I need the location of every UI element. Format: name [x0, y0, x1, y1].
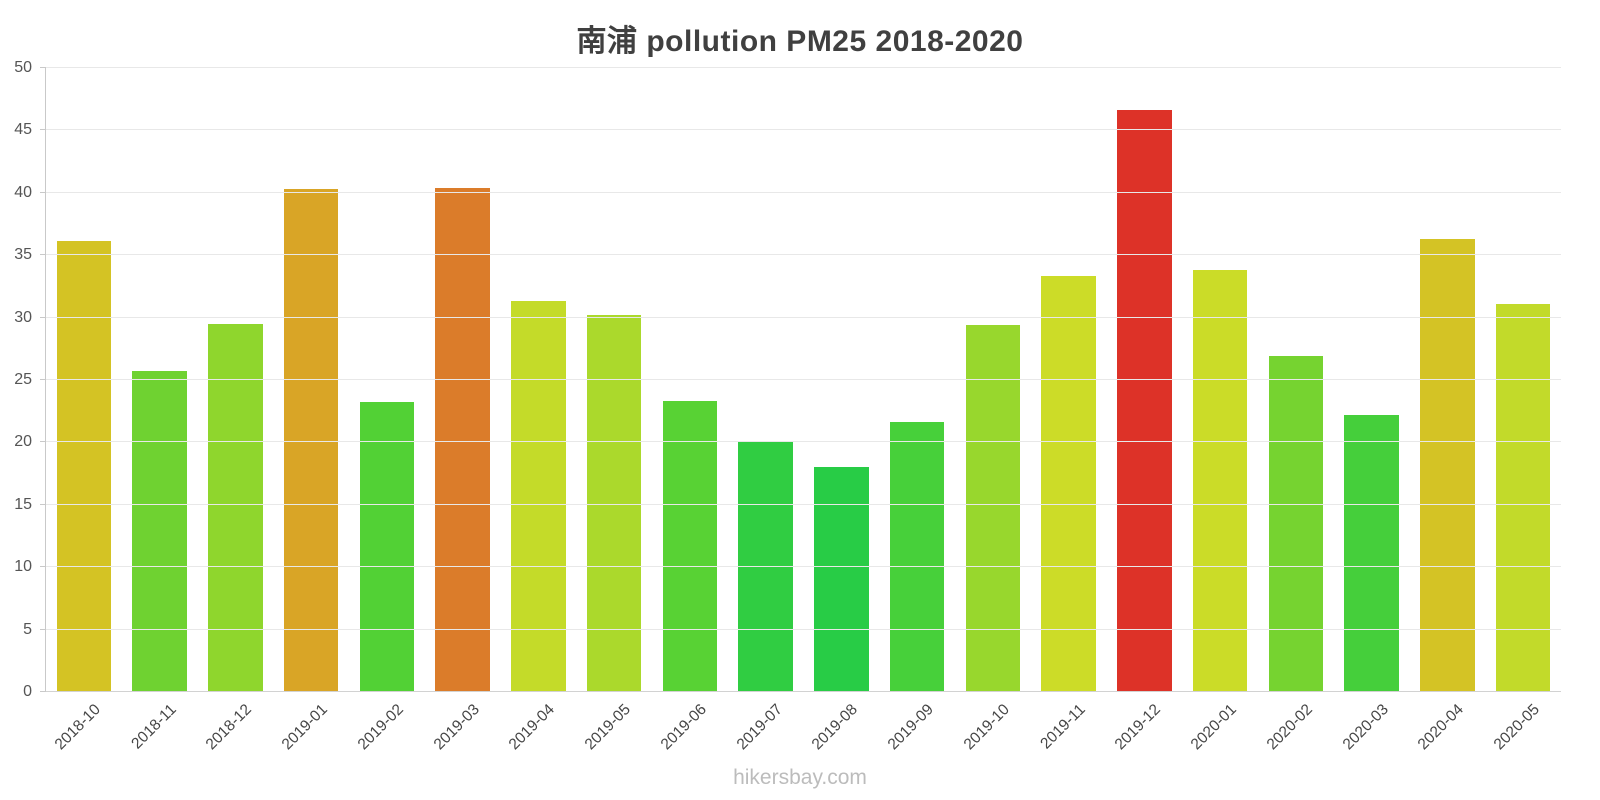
bar-slot-2019-12: 2019-12 [1107, 68, 1183, 753]
bar-slot-2020-03: 2020-03 [1334, 68, 1410, 753]
x-axis-label-2019-08: 2019-08 [809, 701, 862, 754]
y-tick-20 [40, 441, 46, 443]
bar-2019-10 [965, 325, 1021, 692]
bar-2018-11 [132, 371, 187, 692]
bar-slot-2019-09: 2019-09 [879, 68, 955, 753]
bar-2020-02 [1268, 356, 1324, 692]
bar-slot-2020-01: 2020-01 [1182, 68, 1258, 753]
x-axis-label-2019-09: 2019-09 [884, 701, 938, 754]
bar-slot-2019-10: 2019-10 [955, 68, 1031, 753]
y-axis-label-50: 50 [14, 59, 32, 76]
bar-2019-09 [889, 422, 945, 692]
bar-2019-04 [511, 301, 566, 692]
bar-slot-2019-05: 2019-05 [576, 68, 652, 753]
gridline-0 [46, 691, 1561, 692]
y-axis: 0 5 10 15 20 25 30 35 40 45 50 [0, 59, 38, 700]
y-tick-35 [40, 254, 46, 256]
bar-2020-03 [1344, 414, 1399, 692]
bar-slot-2019-03: 2019-03 [425, 68, 501, 753]
x-axis-label-2019-01: 2019-01 [278, 701, 332, 754]
bar-slot-2019-07: 2019-07 [728, 68, 804, 753]
x-axis-label-2019-07: 2019-07 [733, 701, 786, 754]
y-axis-label-5: 5 [23, 620, 32, 638]
x-axis-label-2020-02: 2020-02 [1263, 701, 1316, 754]
gridline-35 [46, 254, 1561, 256]
plot-area: 2018-10 2018-11 2018-12 2019-01 2019-02 2019-… [40, 67, 1561, 753]
bar-slot-2019-04: 2019-04 [501, 68, 577, 753]
gridline-20 [46, 441, 1561, 443]
chart-title: 南浦 pollution PM25 2018-2020 [576, 25, 1024, 58]
bar-slot-2018-12: 2018-12 [198, 68, 274, 753]
x-axis-label-2019-02: 2019-02 [354, 701, 407, 754]
x-axis-label-2020-05: 2020-05 [1490, 701, 1544, 754]
x-axis-label-2018-11: 2018-11 [128, 701, 180, 753]
bar-2020-05 [1495, 303, 1551, 692]
y-axis-label-35: 35 [14, 246, 32, 264]
y-axis-label-40: 40 [14, 183, 32, 201]
bar-slot-2019-01: 2019-01 [273, 68, 349, 753]
x-axis-label-2019-05: 2019-05 [581, 701, 635, 754]
y-tick-40 [40, 191, 46, 193]
bar-2019-12 [1117, 110, 1172, 692]
bar-2019-06 [662, 401, 718, 692]
y-tick-30 [40, 316, 46, 318]
bar-slot-2018-10: 2018-10 [46, 68, 122, 753]
bar-2020-04 [1420, 238, 1475, 692]
bar-2019-03 [435, 187, 490, 692]
x-axis-label-2018-12: 2018-12 [203, 701, 256, 754]
bar-2020-01 [1192, 270, 1248, 692]
gridline-40 [46, 191, 1561, 193]
x-axis-label-2019-04: 2019-04 [506, 701, 559, 754]
y-axis-label-0: 0 [23, 683, 32, 700]
y-tick-25 [40, 379, 46, 380]
x-axis-label-2019-06: 2019-06 [657, 701, 710, 754]
bar-2019-01 [283, 189, 339, 692]
y-axis-label-20: 20 [14, 433, 32, 451]
x-axis-label-2019-11: 2019-11 [1037, 701, 1089, 753]
bar-slot-2019-02: 2019-02 [349, 68, 425, 753]
y-tick-45 [40, 129, 46, 131]
gridline-45 [46, 129, 1561, 131]
y-tick-15 [40, 503, 46, 505]
x-axis-label-2020-04: 2020-04 [1415, 701, 1468, 754]
bar-2018-12 [208, 323, 263, 692]
gridline-15 [46, 503, 1561, 505]
bar-slot-2020-05: 2020-05 [1485, 68, 1561, 753]
gridline-25 [46, 379, 1561, 380]
x-axis-label-2020-01: 2020-01 [1187, 701, 1241, 754]
y-axis-label-25: 25 [14, 371, 32, 388]
gridline-30 [46, 316, 1561, 318]
y-tick-50 [40, 67, 46, 68]
bar-2019-07 [738, 442, 793, 692]
gridline-5 [46, 628, 1561, 630]
x-axis-label-2020-03: 2020-03 [1339, 701, 1392, 754]
y-axis-label-30: 30 [14, 308, 32, 326]
bar-slot-2018-11: 2018-11 [122, 68, 198, 752]
y-axis-label-15: 15 [14, 495, 32, 513]
y-axis-label-10: 10 [14, 558, 32, 576]
gridline-50 [46, 67, 1561, 68]
bar-2019-02 [359, 402, 415, 692]
bar-slot-2019-11: 2019-11 [1031, 68, 1107, 752]
bar-slot-2020-02: 2020-02 [1258, 68, 1334, 753]
x-axis-label-2019-03: 2019-03 [430, 701, 483, 754]
bar-2018-10 [56, 241, 112, 692]
bar-slot-2020-04: 2020-04 [1410, 68, 1486, 753]
x-axis-label-2019-12: 2019-12 [1112, 701, 1165, 754]
bar-2019-08 [814, 467, 869, 692]
watermark-text: hikersbay.com [733, 766, 867, 789]
bars-container: 2018-10 2018-11 2018-12 2019-01 2019-02 2019-… [46, 68, 1561, 753]
y-tick-5 [40, 628, 46, 630]
y-tick-10 [40, 566, 46, 568]
x-axis-label-2018-10: 2018-10 [51, 701, 104, 754]
y-tick-0 [40, 691, 46, 692]
gridline-10 [46, 566, 1561, 568]
bar-slot-2019-06: 2019-06 [652, 68, 728, 753]
x-axis-label-2019-10: 2019-10 [960, 701, 1013, 754]
y-axis-label-45: 45 [14, 121, 32, 139]
bar-2019-11 [1041, 276, 1096, 692]
bar-slot-2019-08: 2019-08 [804, 68, 880, 753]
